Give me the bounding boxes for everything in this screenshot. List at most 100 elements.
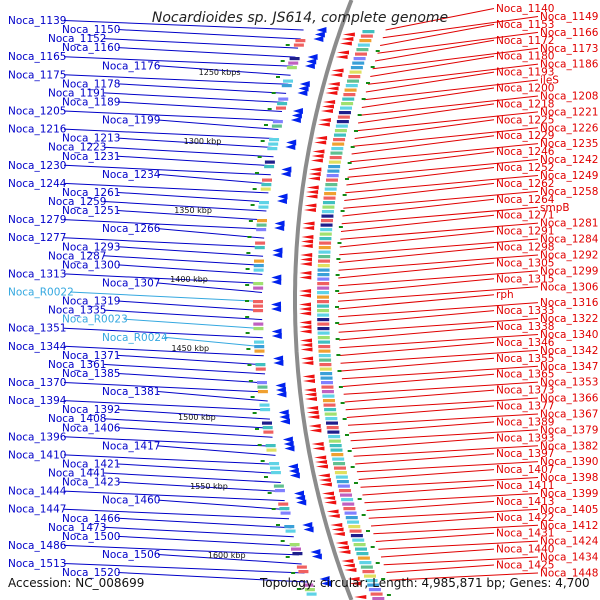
right-gene-label: Noca_1379 [540, 424, 598, 436]
right-gene-label: Noca_1413 [496, 496, 554, 508]
forward-gene-arrow [303, 526, 314, 533]
reverse-feature-stripe [342, 502, 355, 506]
reverse-gene-arrow [326, 86, 339, 91]
reverse-feature-stripe [319, 237, 332, 241]
left-gene-label: Noca_1351 [8, 323, 66, 335]
right-leader-line [352, 437, 495, 449]
track-tick [250, 396, 255, 398]
left-leader-line [117, 210, 266, 221]
right-leader-line [344, 182, 495, 201]
forward-gene-arrow [271, 301, 282, 308]
forward-feature-stripe [278, 97, 289, 101]
reverse-gene-arrow [299, 320, 312, 325]
reverse-feature-stripe [365, 579, 378, 583]
right-leader-line [364, 492, 539, 504]
forward-feature-stripe [262, 426, 273, 430]
right-leader-line [344, 389, 495, 403]
right-leader-line [351, 135, 495, 155]
right-leader-line [366, 500, 495, 511]
right-gene-label: Noca_1193 [496, 67, 554, 79]
track-tick [335, 274, 340, 276]
left-leader-line [63, 490, 285, 502]
right-leader-line [362, 485, 495, 496]
right-leader-line [367, 63, 539, 85]
left-gene-label: Noca_1230 [8, 160, 66, 172]
reverse-feature-stripe [357, 43, 370, 47]
track-tick [375, 50, 380, 52]
reverse-feature-stripe [359, 39, 372, 43]
reverse-feature-stripe [356, 552, 369, 556]
genome-summary-text: Topology: circular; Length: 4,985,871 bp… [260, 576, 590, 590]
reverse-feature-stripe [321, 210, 334, 214]
left-gene-label: Noca_1392 [62, 404, 120, 416]
left-gene-label: Noca_1261 [62, 187, 120, 199]
reverse-feature-stripe [341, 498, 354, 502]
right-gene-label: smpB [540, 202, 570, 214]
forward-gene-arrow [287, 463, 298, 470]
track-tick [361, 98, 366, 100]
kbp-marker-label: 1600 kbp [208, 551, 246, 560]
right-leader-line [339, 341, 495, 356]
left-leader-line [163, 336, 264, 348]
right-leader-line [339, 230, 495, 248]
left-leader-line [103, 146, 274, 158]
left-leader-line [103, 92, 285, 103]
left-gene-label: Noca_1381 [102, 386, 160, 398]
reverse-feature-stripe [341, 102, 354, 106]
right-gene-label: Noca_1338 [496, 321, 554, 333]
reverse-gene-arrow [304, 397, 317, 401]
left-gene-label: Noca_1410 [8, 449, 66, 461]
right-gene-label: Noca_1299 [540, 265, 598, 277]
forward-feature-stripe [253, 282, 264, 286]
track-tick [280, 540, 285, 542]
right-gene-label: Noca_1149 [540, 11, 598, 23]
reverse-gene-arrow [299, 302, 312, 307]
forward-feature-stripe [269, 462, 280, 466]
left-leader-line [157, 553, 302, 565]
reverse-feature-stripe [326, 426, 339, 430]
reverse-feature-stripe [318, 345, 331, 349]
forward-feature-stripe [265, 444, 276, 448]
reverse-gene-arrow [301, 356, 314, 361]
forward-feature-stripe [260, 187, 271, 191]
right-gene-label: Noca_1249 [540, 170, 598, 182]
reverse-feature-stripe [352, 538, 365, 542]
right-leader-line [338, 318, 539, 333]
reverse-feature-stripe [356, 48, 369, 52]
left-leader-line [117, 481, 283, 493]
reverse-feature-stripe [317, 313, 330, 317]
right-leader-line [373, 524, 539, 535]
left-leader-line [117, 29, 301, 40]
reverse-gene-arrow [337, 545, 350, 550]
left-gene-label: Noca_1205 [8, 106, 66, 118]
right-leader-line [356, 461, 539, 473]
left-gene-label: Noca_1266 [102, 223, 161, 235]
kbp-marker-label: 1350 kbp [174, 206, 212, 215]
reverse-gene-arrow [299, 338, 312, 343]
right-leader-line [341, 357, 495, 372]
reverse-feature-stripe [317, 327, 330, 331]
kbp-markers: 1250 kbps 1300 kbp 1350 kbp 1400 kbp 1450 kb… [170, 68, 245, 560]
track-tick [340, 210, 345, 212]
reverse-gene-arrow [342, 32, 355, 37]
reverse-feature-stripe [350, 66, 363, 70]
left-leader-line [63, 436, 275, 447]
right-leader-line [385, 8, 495, 31]
right-gene-label: Noca_1264 [496, 194, 555, 206]
left-gene-label: Noca_1287 [48, 250, 106, 262]
forward-gene-arrow [278, 409, 289, 416]
reverse-gene-arrow [302, 226, 315, 230]
right-leader-line [342, 198, 495, 217]
right-gene-label: rph [496, 289, 514, 301]
reverse-feature-stripe [317, 268, 330, 272]
left-leader-line [63, 74, 289, 85]
forward-gene-arrow [288, 468, 299, 474]
reverse-feature-stripe [317, 336, 330, 340]
reverse-gene-arrow [338, 550, 351, 554]
forward-feature-stripe [256, 223, 267, 227]
forward-feature-stripe [253, 340, 264, 344]
reverse-gene-arrow [303, 208, 316, 212]
left-gene-label: Noca_1441 [48, 468, 106, 480]
reverse-feature-stripe [348, 525, 361, 529]
